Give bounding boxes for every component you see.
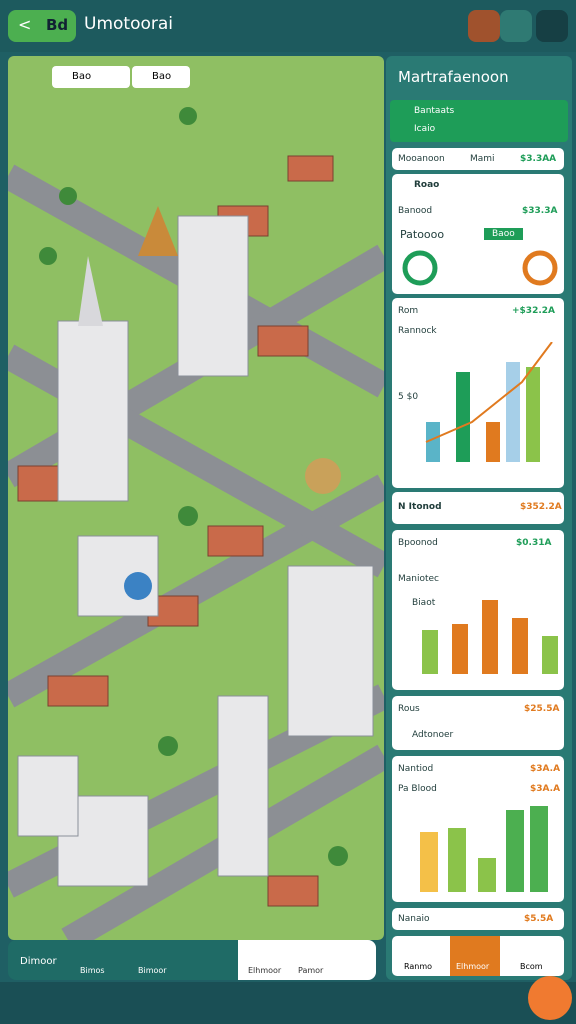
card-value: $33.3A	[522, 206, 558, 216]
link[interactable]: Bantaats	[414, 106, 455, 116]
nav-label[interactable]: Pamor	[298, 966, 324, 975]
card-label: Banood	[398, 206, 433, 216]
card-label: Maniotec	[398, 574, 440, 584]
card-title: Nantiod	[398, 764, 434, 774]
table-head: Mooanoon Mami $3.3AA	[392, 148, 564, 170]
card: Nanaio $5.5A	[392, 908, 564, 930]
card: Nantiod $3A.A Pa Blood $3A.A	[392, 756, 564, 902]
card-title: Bpoonod	[398, 538, 438, 548]
card: Bpoonod $0.31A Maniotec Biaot	[392, 530, 564, 690]
tab[interactable]: Ranmo	[404, 962, 433, 971]
head: $3.3AA	[520, 154, 557, 164]
card-value: $3A.A	[530, 784, 561, 794]
card-title: N Itonod	[398, 502, 442, 512]
card: Rous $25.5A Adtonoer	[392, 696, 564, 750]
system-nav	[0, 976, 576, 1024]
card-title: Rous	[398, 704, 420, 714]
card-value: $352.2A	[520, 502, 562, 512]
card-value: $3A.A	[530, 764, 561, 774]
chip[interactable]: Bao	[132, 66, 190, 88]
panel-title: Martrafaenoon	[398, 68, 509, 86]
card-title: Roao	[414, 180, 440, 190]
panel-tabs: Ranmo Elhmoor Bcom	[392, 936, 564, 976]
card: Roao Banood $33.3A Patoooo Baoo	[392, 174, 564, 294]
avatar[interactable]	[468, 10, 500, 42]
tab[interactable]: Elhmoor	[456, 962, 490, 971]
card-label: Adtonoer	[412, 730, 454, 740]
head: Mooanoon	[398, 154, 445, 164]
card: Rom +$32.2A Rannock 5 $0	[392, 298, 564, 488]
link[interactable]: Icaio	[414, 124, 436, 134]
card-label: Rannock	[398, 326, 437, 336]
chip[interactable]: Bao	[52, 66, 130, 88]
nav-label[interactable]: Bimoor	[138, 966, 167, 975]
head: Mami	[470, 154, 495, 164]
back-label: Bd	[46, 16, 69, 34]
map-bottom-nav: Dimoor Bimos Bimoor Elhmoor Pamor	[8, 940, 376, 980]
card-value: $25.5A	[524, 704, 560, 714]
settings-button[interactable]	[536, 10, 568, 42]
card-label: Pa Blood	[398, 784, 437, 794]
chip-label: Bao	[152, 71, 172, 82]
chip-label: Bao	[72, 71, 92, 82]
fab[interactable]	[528, 976, 572, 1020]
nav-label[interactable]: Elhmoor	[248, 966, 282, 975]
card-sub: Biaot	[412, 598, 436, 608]
nav-label[interactable]: Bimos	[80, 966, 105, 975]
axis-label: 5 $0	[398, 392, 419, 402]
card-value: $0.31A	[516, 538, 552, 548]
tab[interactable]: Bcom	[520, 962, 543, 971]
nav-label[interactable]: Dimoor	[20, 956, 57, 967]
back-button[interactable]: < Bd	[8, 10, 76, 42]
card-title: Nanaio	[398, 914, 430, 924]
top-bar: < Bd Umotoorai	[0, 0, 576, 52]
card-value: +$32.2A	[512, 306, 555, 316]
side-panel: Martrafaenoon Bantaats Icaio Mooanoon Ma…	[386, 56, 572, 980]
card-sub: Patoooo	[400, 228, 445, 241]
tool-button[interactable]	[500, 10, 532, 42]
city-map[interactable]	[8, 56, 384, 940]
links: Bantaats Icaio	[390, 100, 568, 142]
title: Umotoorai	[84, 14, 174, 34]
card: N Itonod $352.2A	[392, 492, 564, 524]
card-value: $5.5A	[524, 914, 554, 924]
card-title: Rom	[398, 306, 419, 316]
card-button[interactable]: Baoo	[484, 228, 523, 240]
